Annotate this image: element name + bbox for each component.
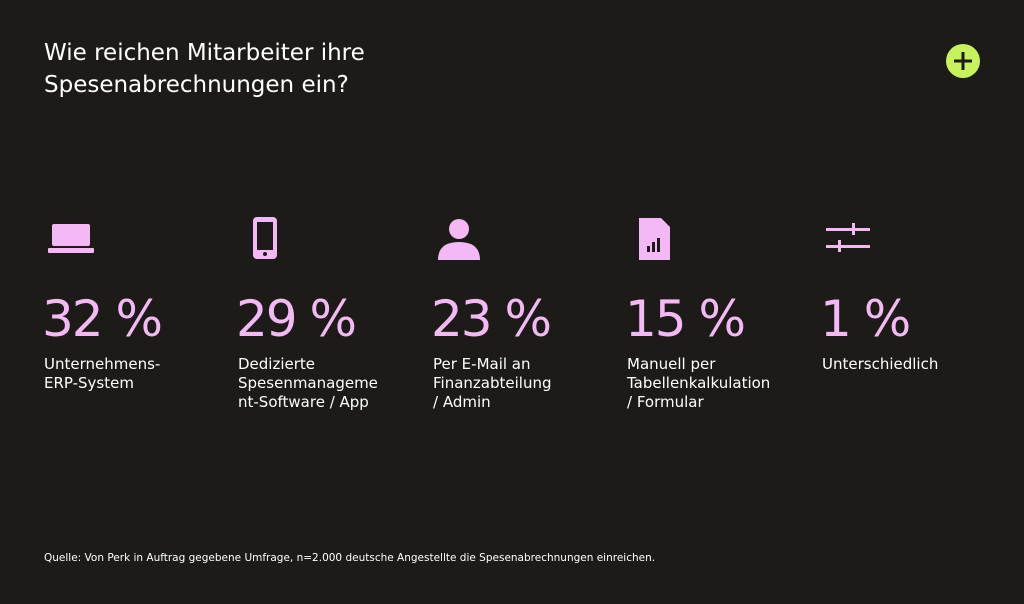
title-line: Wie reichen Mitarbeiter ihre: [44, 40, 365, 66]
stat-label: Tabellenkalkulation: [626, 374, 770, 392]
content: Wie reichen Mitarbeiter ihre Spesenabrech…: [42, 40, 938, 564]
stat-label: / Formular: [627, 393, 704, 411]
stat-label: / Admin: [433, 393, 491, 411]
title-line: Spesenabrechnungen ein?: [44, 72, 349, 98]
stat-label: nt-Software / App: [238, 393, 369, 411]
plus-button[interactable]: [946, 44, 980, 78]
stat-label: Unterschiedlich: [822, 355, 938, 373]
icon-person: [438, 219, 480, 260]
source-note: Quelle: Von Perk in Auftrag gegebene Umf…: [44, 552, 655, 564]
stat-value: 29 %: [236, 290, 355, 348]
stat-value: 15 %: [625, 290, 744, 348]
stat-value: 23 %: [431, 290, 550, 348]
stat-label: Dedizierte: [238, 355, 315, 373]
icon-sliders: [826, 223, 870, 252]
stat-label: Finanzabteilung: [433, 374, 551, 392]
stat-label: Unternehmens-: [44, 355, 160, 373]
stat-label: Manuell per: [627, 355, 716, 373]
stat-label: Per E-Mail an: [433, 355, 531, 373]
stat-value: 32 %: [42, 290, 161, 348]
plus-v: [961, 52, 965, 70]
stat-label: Spesenmanageme: [238, 374, 378, 392]
stat-value: 1 %: [820, 290, 909, 348]
icon-document: [639, 218, 670, 260]
icon-phone: [253, 217, 277, 259]
stat-label: ERP-System: [44, 374, 134, 392]
icon-laptop: [48, 224, 94, 253]
